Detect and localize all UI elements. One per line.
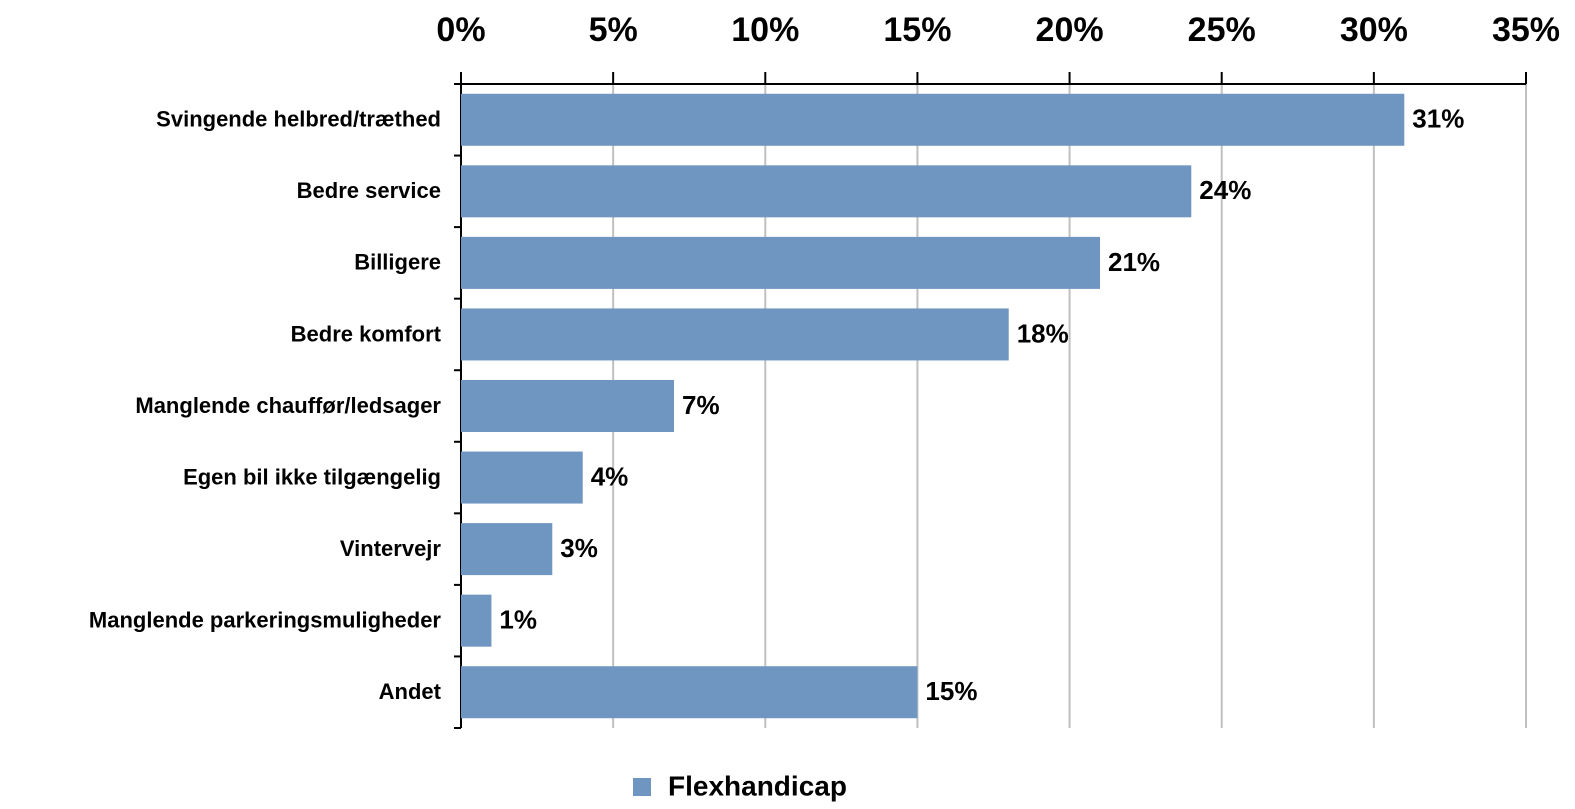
data-label: 21%: [1108, 247, 1160, 277]
y-tick-label: Vintervejr: [340, 536, 442, 561]
bar: [461, 523, 553, 576]
bar: [461, 666, 918, 719]
data-label: 4%: [591, 461, 629, 491]
x-tick-label: 35%: [1492, 11, 1560, 49]
legend-swatch: [633, 778, 651, 796]
x-tick-label: 5%: [589, 11, 638, 49]
x-tick-label: 20%: [1036, 11, 1104, 49]
y-tick-label: Manglende chauffør/ledsager: [135, 393, 441, 418]
bar: [461, 165, 1192, 218]
bar: [461, 308, 1009, 361]
x-tick-label: 0%: [436, 11, 485, 49]
y-tick-label: Egen bil ikke tilgængelig: [183, 464, 441, 489]
x-tick-label: 10%: [731, 11, 799, 49]
data-label: 18%: [1017, 318, 1069, 348]
data-label: 3%: [560, 533, 598, 563]
bar: [461, 594, 492, 647]
y-tick-label: Bedre service: [297, 178, 441, 203]
data-label: 1%: [499, 605, 537, 635]
y-tick-label: Manglende parkeringsmuligheder: [89, 607, 442, 632]
y-tick-label: Bedre komfort: [291, 321, 442, 346]
y-tick-label: Billigere: [354, 250, 441, 275]
x-tick-label: 30%: [1340, 11, 1408, 49]
y-tick-label: Svingende helbred/træthed: [156, 107, 441, 132]
x-tick-label: 15%: [883, 11, 951, 49]
data-label: 24%: [1199, 175, 1251, 205]
y-tick-label: Andet: [379, 679, 442, 704]
legend-label: Flexhandicap: [668, 770, 847, 801]
data-label: 7%: [682, 390, 720, 420]
bar: [461, 451, 583, 504]
bar: [461, 236, 1100, 289]
bar: [461, 93, 1405, 146]
data-label: 15%: [925, 676, 977, 706]
data-label: 31%: [1412, 104, 1464, 134]
bar: [461, 380, 674, 432]
x-tick-label: 25%: [1188, 11, 1256, 49]
